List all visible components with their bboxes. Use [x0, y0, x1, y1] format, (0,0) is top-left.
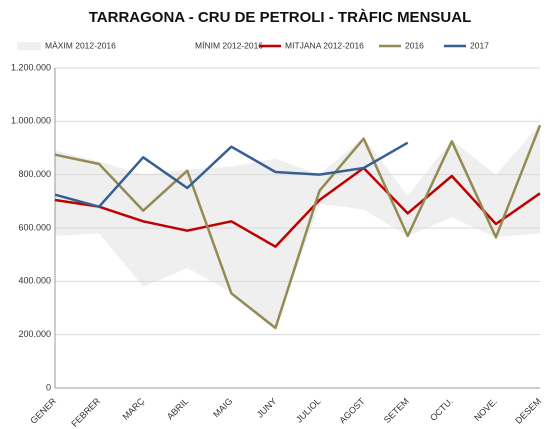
- chart-title: TARRAGONA - CRU DE PETROLI - TRÀFIC MENS…: [89, 9, 471, 26]
- legend-label: MÍNIM 2012-2016: [195, 40, 263, 50]
- line: [54, 124, 542, 330]
- area: [55, 204, 540, 388]
- legend-swatch: [17, 42, 41, 50]
- y-tick-label: 0: [46, 382, 51, 392]
- legend-label: MÀXIM 2012-2016: [45, 40, 116, 50]
- y-tick-label: 800.000: [18, 169, 51, 179]
- legend-label: 2016: [405, 40, 424, 50]
- line: [54, 141, 409, 208]
- y-tick-label: 1.200.000: [11, 62, 51, 72]
- y-tick-label: 400.000: [18, 276, 51, 286]
- legend-swatch: [167, 42, 191, 50]
- legend-label: MITJANA 2012-2016: [285, 40, 364, 50]
- y-tick-label: 1.000.000: [11, 116, 51, 126]
- legend-label: 2017: [470, 40, 489, 50]
- line: [54, 166, 541, 248]
- y-tick-label: 200.000: [18, 329, 51, 339]
- y-tick-label: 600.000: [18, 222, 51, 232]
